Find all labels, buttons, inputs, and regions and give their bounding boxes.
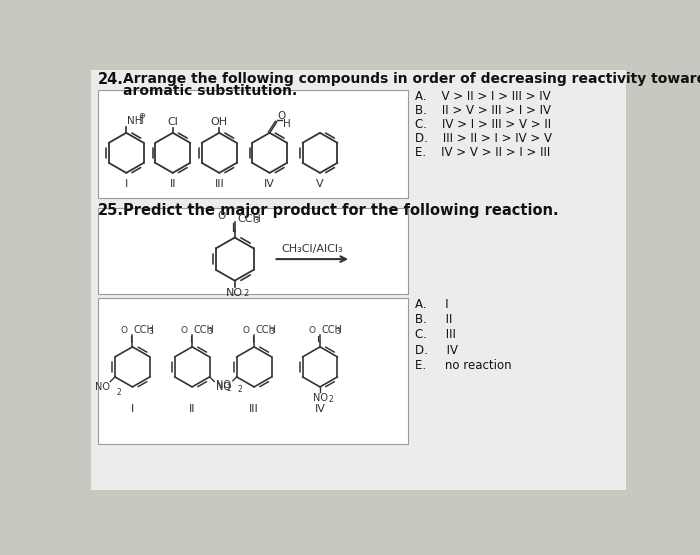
Bar [98, 208, 408, 294]
Text: 3: 3 [253, 216, 259, 225]
Text: ⊕: ⊕ [139, 111, 146, 120]
Text: 3: 3 [139, 117, 143, 126]
Text: O: O [217, 210, 225, 220]
Text: CCH: CCH [321, 325, 342, 335]
Text: C.    IV > I > III > V > II: C. IV > I > III > V > II [414, 118, 551, 131]
Text: NO: NO [226, 287, 244, 297]
Text: NO: NO [216, 382, 231, 392]
Text: NO: NO [216, 380, 231, 390]
Text: B.     II: B. II [414, 313, 452, 326]
Text: I: I [131, 404, 134, 414]
Text: A.    V > II > I > III > IV: A. V > II > I > III > IV [414, 90, 550, 103]
Text: O: O [181, 326, 188, 335]
Text: III: III [249, 404, 259, 414]
Text: 2: 2 [237, 385, 242, 393]
Text: NO: NO [312, 393, 328, 403]
Text: 2: 2 [227, 384, 232, 393]
Text: H: H [283, 119, 290, 129]
Text: CCH: CCH [134, 325, 155, 335]
Text: 3: 3 [148, 327, 153, 336]
Text: O: O [277, 111, 286, 122]
Text: CCH: CCH [237, 214, 261, 224]
Text: CCH: CCH [256, 325, 276, 335]
Text: aromatic substitution.: aromatic substitution. [123, 84, 298, 98]
Text: III: III [214, 179, 224, 189]
Bar [98, 90, 408, 198]
Text: II: II [189, 404, 195, 414]
Text: O: O [121, 326, 128, 335]
Text: Cl: Cl [167, 118, 178, 128]
Text: V: V [316, 179, 324, 189]
Text: CCH: CCH [194, 325, 214, 335]
Text: Predict the major product for the following reaction.: Predict the major product for the follow… [123, 203, 559, 218]
Text: IV: IV [314, 404, 326, 414]
Text: 2: 2 [328, 395, 333, 403]
Text: O: O [309, 326, 315, 335]
Text: O: O [242, 326, 249, 335]
Text: 3: 3 [335, 327, 340, 336]
Text: I: I [125, 179, 128, 189]
Text: IV: IV [264, 179, 275, 189]
Text: NO: NO [94, 382, 110, 392]
Text: A.     I: A. I [414, 297, 448, 311]
Text: C.     III: C. III [414, 329, 456, 341]
Text: 24.: 24. [98, 72, 124, 87]
Text: 3: 3 [270, 327, 274, 336]
Text: NH: NH [127, 116, 143, 126]
Text: D.    III > II > I > IV > V: D. III > II > I > IV > V [414, 132, 552, 145]
Text: D.     IV: D. IV [414, 344, 458, 357]
Text: 3: 3 [208, 327, 213, 336]
Text: OH: OH [211, 118, 228, 128]
Text: 2: 2 [244, 289, 248, 298]
Text: B.    II > V > III > I > IV: B. II > V > III > I > IV [414, 104, 550, 117]
Text: 25.: 25. [98, 203, 125, 218]
Text: CH₃Cl/AlCl₃: CH₃Cl/AlCl₃ [281, 245, 343, 255]
Text: E.     no reaction: E. no reaction [414, 359, 511, 372]
Bar [98, 297, 408, 444]
Text: 2: 2 [116, 388, 121, 397]
Text: II: II [169, 179, 176, 189]
Text: Arrange the following compounds in order of decreasing reactivity towards electr: Arrange the following compounds in order… [123, 72, 700, 86]
Text: E.    IV > V > II > I > III: E. IV > V > II > I > III [414, 146, 550, 159]
